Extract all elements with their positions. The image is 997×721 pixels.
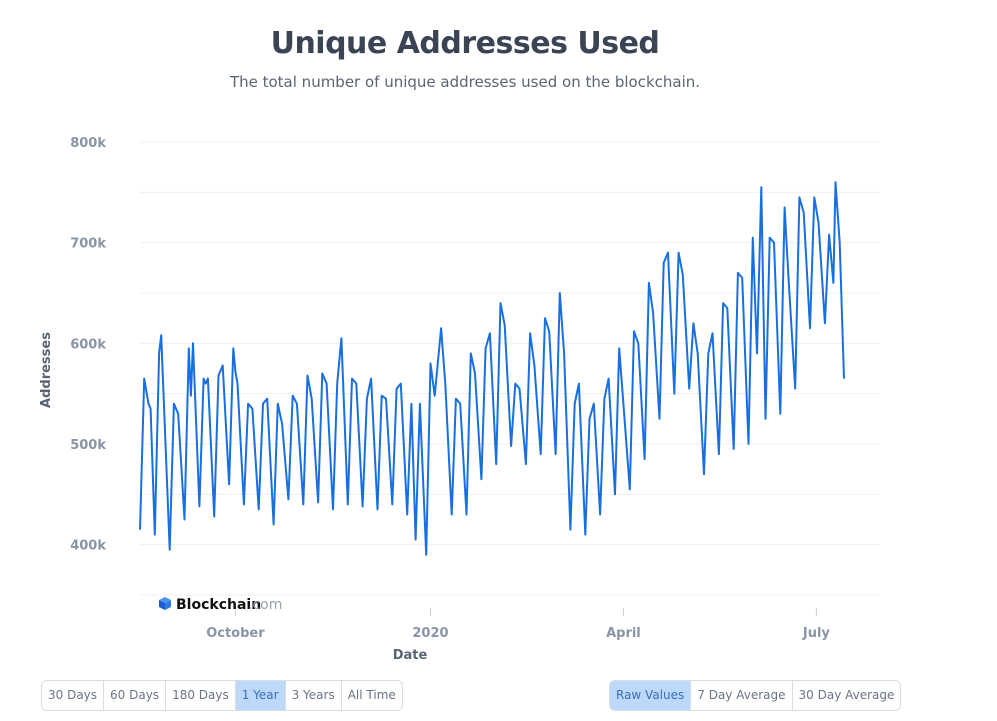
x-tick-label: October	[206, 626, 265, 641]
watermark-suffix: .com	[248, 597, 282, 613]
timespan-button-30-days[interactable]: 30 Days	[42, 681, 105, 710]
watermark-brand: Blockchain	[176, 597, 261, 613]
timespan-button-all-time[interactable]: All Time	[341, 681, 402, 710]
average-button-7-day-average[interactable]: 7 Day Average	[691, 681, 793, 710]
x-tick-label: April	[606, 626, 641, 641]
average-button-30-day-average[interactable]: 30 Day Average	[792, 681, 901, 710]
y-tick-label: 500k	[70, 438, 106, 453]
gridlines	[140, 141, 880, 596]
page-title: Unique Addresses Used	[270, 26, 660, 61]
series-line	[139, 181, 845, 556]
y-axis-ticks: 400k 500k 600k 700k 800k	[70, 136, 106, 554]
average-button-raw-values[interactable]: Raw Values	[610, 681, 692, 710]
x-axis-ticks: October 2020 April July	[206, 608, 830, 641]
timespan-selector: 30 Days 60 Days 180 Days 1 Year 3 Years All T…	[41, 680, 403, 711]
blockchain-logo: Blockchain .com	[159, 597, 282, 613]
average-selector: Raw Values 7 Day Average 30 Day Average	[609, 680, 902, 711]
y-tick-label: 600k	[70, 337, 106, 352]
y-tick-label: 700k	[70, 237, 106, 252]
x-tick-label: 2020	[412, 626, 448, 641]
x-tick-label: July	[802, 626, 831, 641]
cube-icon	[159, 597, 171, 610]
timespan-button-3-years[interactable]: 3 Years	[285, 681, 342, 710]
timespan-button-180-days[interactable]: 180 Days	[166, 681, 236, 710]
page-subtitle: The total number of unique addresses use…	[229, 73, 701, 91]
x-axis-title: Date	[393, 648, 428, 663]
timespan-button-1-year[interactable]: 1 Year	[235, 681, 286, 710]
y-axis-title: Addresses	[39, 332, 54, 408]
y-tick-label: 400k	[70, 539, 106, 554]
y-tick-label: 800k	[70, 136, 106, 151]
timespan-button-60-days[interactable]: 60 Days	[104, 681, 167, 710]
